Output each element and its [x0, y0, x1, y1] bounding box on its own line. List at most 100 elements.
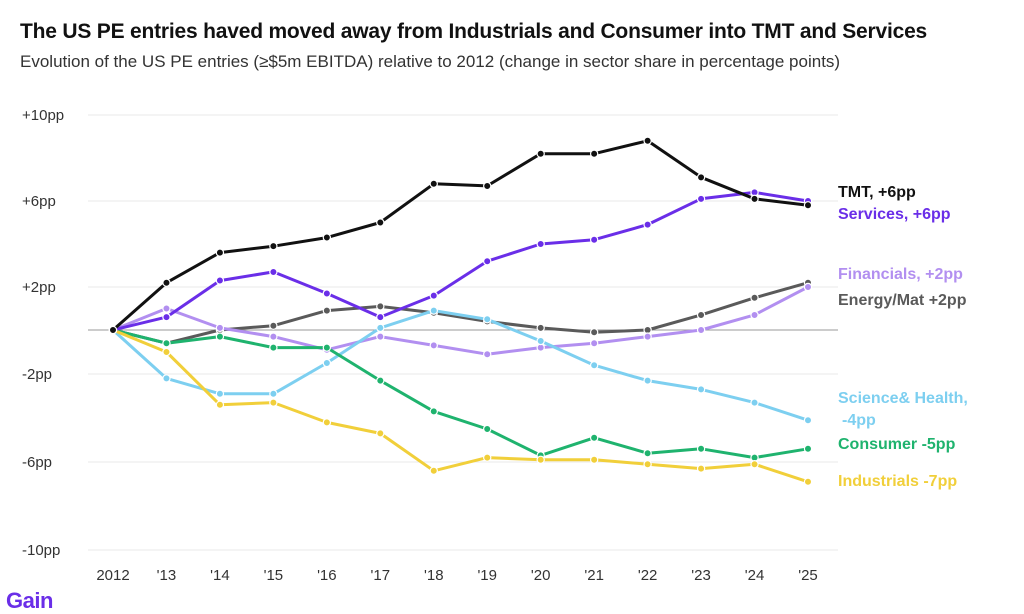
series-line-industrials [111, 328, 810, 484]
data-point-energy-mat [376, 302, 385, 311]
data-point-consumer [322, 343, 332, 352]
data-point-consumer [803, 444, 813, 453]
x-tick-label: '25 [798, 567, 818, 584]
data-point-energy-mat [269, 321, 278, 330]
data-point-financials [376, 332, 385, 341]
data-point-consumer [215, 332, 225, 341]
data-point-tmt [643, 136, 652, 145]
data-point-science-health [750, 398, 759, 407]
series-label-consumer: Consumer -5pp [838, 436, 956, 453]
data-point-consumer [429, 407, 438, 416]
x-tick-label: '13 [157, 567, 177, 584]
chart-subtitle: Evolution of the US PE entries (≥$5m EBI… [20, 52, 841, 71]
data-point-energy-mat [322, 306, 332, 315]
data-point-industrials [322, 418, 332, 427]
data-point-services [162, 312, 171, 322]
series-line-consumer [111, 328, 810, 460]
chart-title: The US PE entries haved moved away from … [20, 20, 928, 43]
data-point-tmt [750, 194, 759, 204]
data-point-energy-mat [696, 310, 706, 320]
data-point-industrials [215, 400, 225, 409]
data-point-financials [162, 304, 171, 313]
x-tick-label: '24 [745, 567, 765, 584]
data-point-tmt [589, 149, 599, 158]
x-tick-label: '14 [210, 567, 230, 584]
data-point-tmt [162, 278, 171, 287]
data-point-tmt [376, 218, 385, 227]
data-point-science-health [696, 385, 706, 394]
x-tick-label: '19 [477, 567, 497, 584]
data-point-industrials [750, 460, 759, 469]
data-point-tmt [803, 201, 813, 210]
data-point-tmt [483, 181, 492, 191]
data-point-financials [643, 332, 652, 341]
data-point-tmt [696, 173, 706, 182]
data-point-industrials [589, 455, 599, 464]
data-point-industrials [269, 398, 278, 407]
data-point-services [483, 257, 492, 266]
data-point-financials [429, 341, 438, 350]
data-point-industrials [696, 464, 706, 473]
x-tick-label: '17 [371, 567, 391, 584]
x-tick-label: '16 [317, 567, 337, 584]
series-line-services [111, 190, 810, 332]
data-point-tmt [215, 248, 225, 257]
series-label-financials: Financials, +2pp [838, 266, 963, 283]
data-point-industrials [376, 429, 385, 438]
data-point-industrials [803, 477, 813, 486]
data-point-industrials [429, 466, 438, 475]
data-point-services [589, 235, 599, 244]
data-point-financials [589, 339, 599, 348]
data-point-energy-mat [750, 293, 759, 302]
y-tick-label: -6pp [22, 454, 52, 471]
data-point-science-health [483, 315, 492, 324]
series-label-industrials: Industrials -7pp [838, 473, 957, 490]
data-point-financials [696, 325, 706, 335]
data-point-consumer [376, 376, 385, 385]
data-point-energy-mat [589, 328, 599, 337]
series-label-energy-mat: Energy/Mat +2pp [838, 292, 967, 309]
data-point-financials [750, 310, 759, 320]
data-point-services [429, 291, 438, 300]
gain-logo: Gain [6, 588, 53, 613]
data-point-tmt [322, 233, 332, 242]
x-tick-label: '22 [638, 567, 658, 584]
data-point-science-health [162, 374, 171, 383]
series-line-science-health [111, 309, 810, 422]
data-point-services [269, 267, 278, 277]
x-tick-label: '21 [584, 567, 604, 584]
y-tick-label: +10pp [22, 107, 64, 124]
series-label-science-health: Science& Health, -4pp [838, 390, 968, 429]
data-point-science-health [429, 306, 438, 315]
x-tick-label: '18 [424, 567, 444, 584]
x-tick-label: '23 [691, 567, 711, 584]
data-point-industrials [483, 453, 492, 462]
data-point-industrials [162, 347, 171, 357]
data-point-science-health [536, 336, 545, 346]
x-tick-label: '20 [531, 567, 551, 584]
data-point-financials [483, 350, 492, 359]
data-point-consumer [162, 339, 171, 348]
data-point-financials [269, 332, 278, 341]
y-tick-label: +2pp [22, 279, 56, 296]
data-point-tmt [269, 241, 278, 251]
data-point-science-health [215, 389, 225, 398]
data-point-services [643, 220, 652, 229]
data-point-science-health [643, 376, 652, 385]
y-tick-label: +6pp [22, 193, 56, 210]
data-point-science-health [376, 323, 385, 333]
data-point-science-health [803, 416, 813, 425]
data-point-services [376, 312, 385, 322]
y-tick-label: -10pp [22, 542, 60, 559]
series-label-services: Services, +6pp [838, 206, 951, 223]
data-point-energy-mat [536, 323, 545, 333]
data-point-tmt [536, 149, 545, 158]
data-point-industrials [536, 455, 545, 464]
data-point-consumer [643, 449, 652, 458]
y-tick-label: -2pp [22, 366, 52, 383]
data-point-consumer [696, 444, 706, 453]
data-point-financials [803, 282, 813, 292]
data-point-financials [215, 323, 225, 333]
series-line-financials [111, 285, 810, 356]
